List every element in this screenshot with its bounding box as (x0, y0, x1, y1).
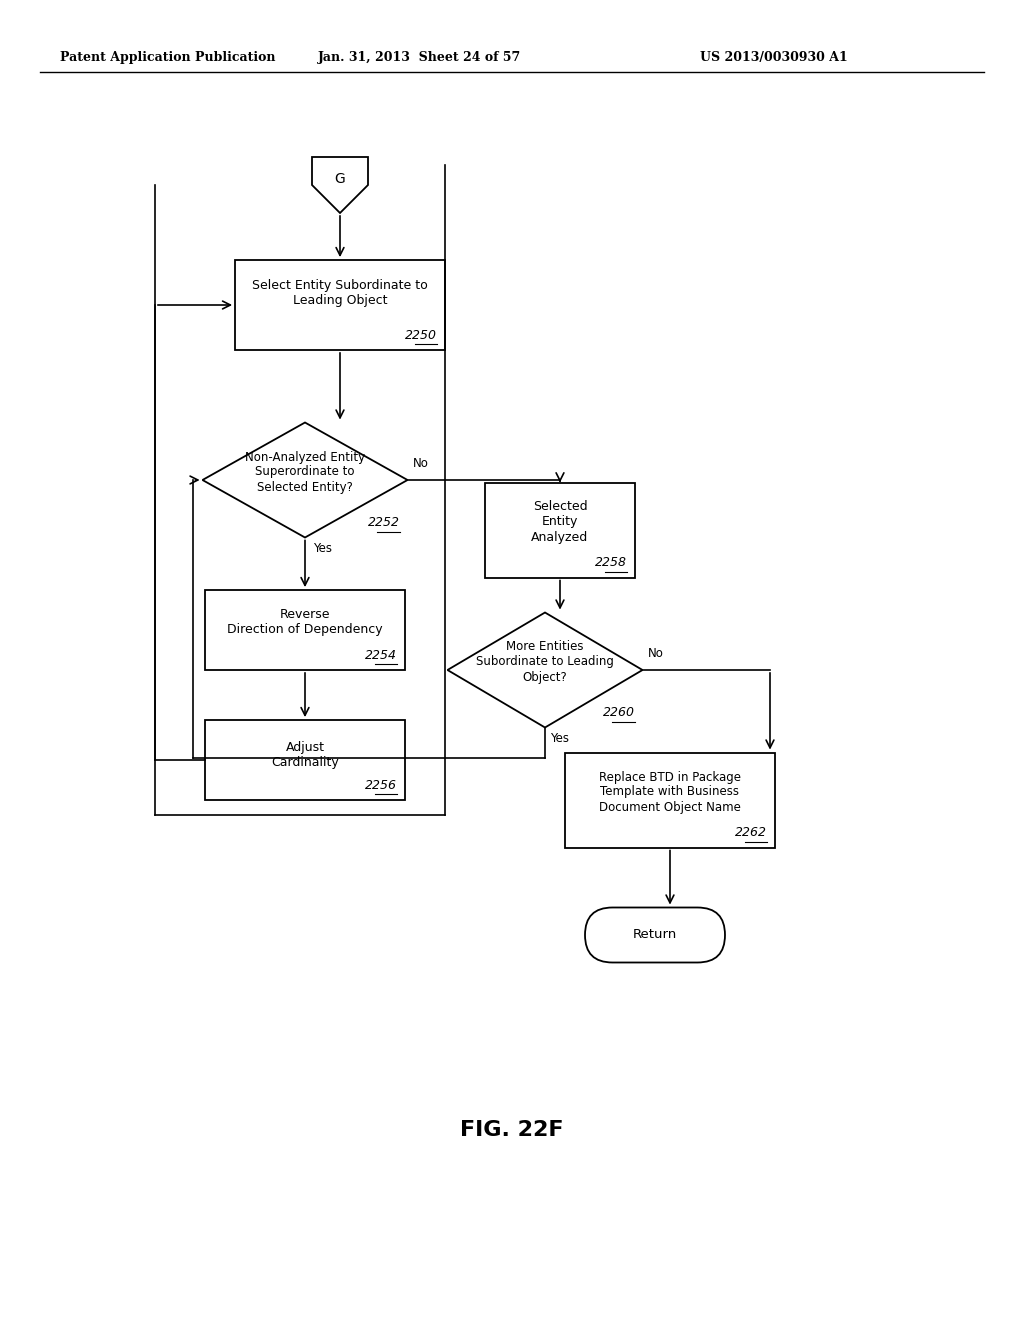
Polygon shape (203, 422, 408, 537)
Bar (234, 260, 445, 350)
Text: Reverse
Direction of Dependency: Reverse Direction of Dependency (227, 609, 383, 636)
Text: FIG. 22F: FIG. 22F (460, 1119, 564, 1140)
Text: Yes: Yes (550, 733, 569, 746)
Text: Select Entity Subordinate to
Leading Object: Select Entity Subordinate to Leading Obj… (252, 279, 428, 308)
Text: 2256: 2256 (365, 779, 397, 792)
Text: Adjust
Cardinality: Adjust Cardinality (271, 741, 339, 770)
Text: 2254: 2254 (365, 649, 397, 663)
Polygon shape (447, 612, 642, 727)
Text: 2258: 2258 (595, 557, 627, 569)
Text: Return: Return (633, 928, 677, 941)
Polygon shape (312, 157, 368, 213)
Text: 2250: 2250 (406, 329, 437, 342)
Text: Replace BTD in Package
Template with Business
Document Object Name: Replace BTD in Package Template with Bus… (599, 771, 741, 813)
Bar (485, 483, 635, 578)
Text: G: G (335, 173, 345, 186)
Text: Patent Application Publication: Patent Application Publication (60, 51, 275, 65)
Text: Non-Analyzed Entity
Superordinate to
Selected Entity?: Non-Analyzed Entity Superordinate to Sel… (245, 450, 366, 494)
Text: Jan. 31, 2013  Sheet 24 of 57: Jan. 31, 2013 Sheet 24 of 57 (318, 51, 521, 65)
Text: Selected
Entity
Analyzed: Selected Entity Analyzed (531, 500, 589, 544)
Text: 2262: 2262 (735, 826, 767, 840)
Bar (565, 752, 775, 847)
Text: 2252: 2252 (368, 516, 399, 529)
Text: More Entities
Subordinate to Leading
Object?: More Entities Subordinate to Leading Obj… (476, 640, 614, 684)
Text: No: No (413, 457, 428, 470)
Bar (205, 590, 406, 671)
Text: 2260: 2260 (602, 706, 635, 719)
Text: Yes: Yes (313, 543, 332, 556)
Text: No: No (647, 647, 664, 660)
Bar (205, 719, 406, 800)
FancyBboxPatch shape (585, 908, 725, 962)
Text: US 2013/0030930 A1: US 2013/0030930 A1 (700, 51, 848, 65)
